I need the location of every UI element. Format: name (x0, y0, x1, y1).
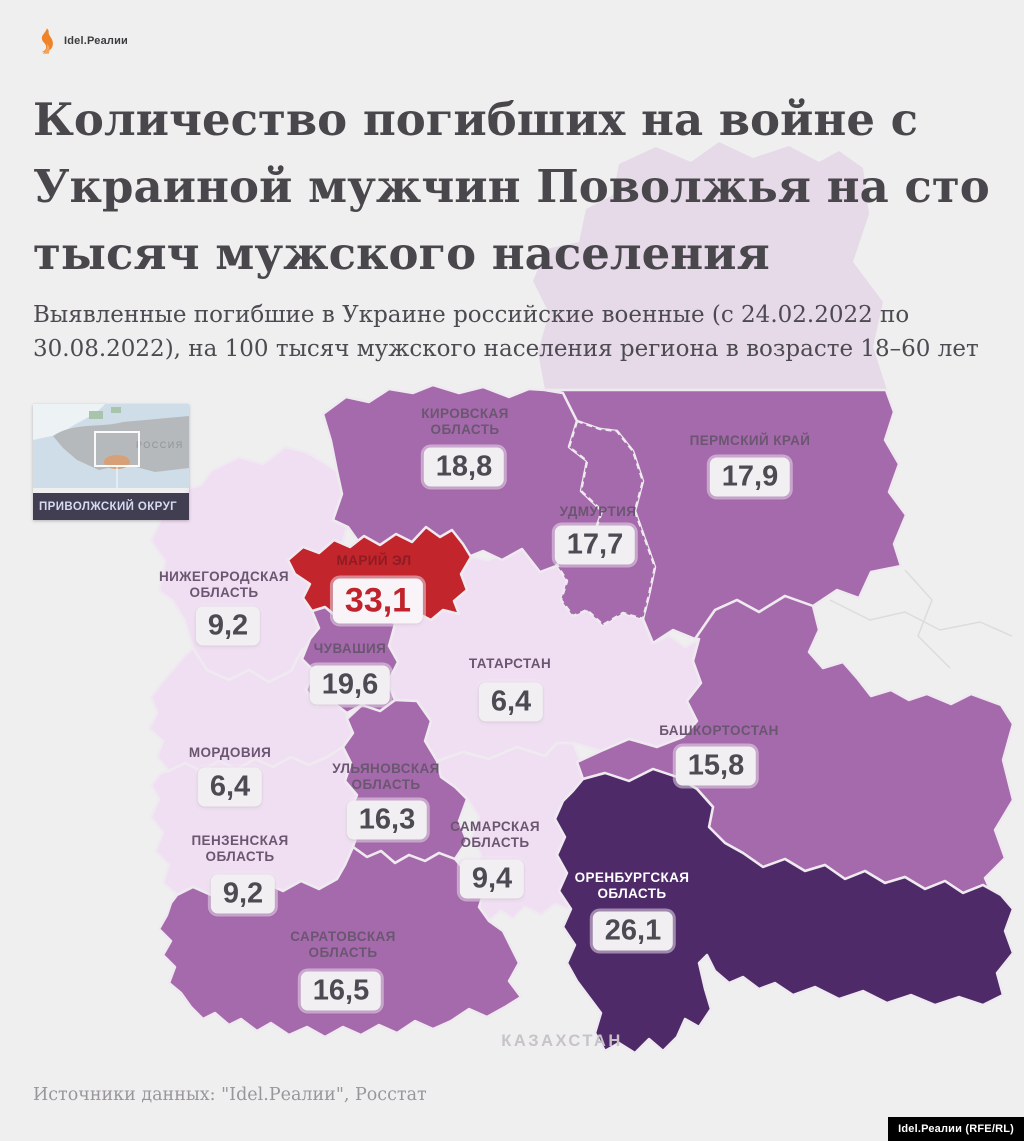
data-source-note: Источники данных: "Idel.Реалии", Росстат (33, 1085, 427, 1105)
region-label-kirov: КИРОВСКАЯ ОБЛАСТЬ (421, 406, 509, 437)
brand-logo[interactable]: Idel.Реалии (36, 27, 128, 55)
region-value-orenburg: 26,1 (592, 911, 674, 951)
region-value-mariel: 33,1 (332, 578, 424, 624)
region-label-mariel: МАРИЙ ЭЛ (336, 553, 412, 568)
region-label-chuvashia: ЧУВАШИЯ (313, 641, 387, 656)
subtitle-line-2: 30.08.2022), на 100 тысяч мужского насел… (33, 336, 979, 362)
title-line-1: Количество погибших на войне с (33, 93, 919, 146)
map-region-orenburgskaya (553, 767, 1015, 1055)
inset-caption-bar: ПРИВОЛЖСКИЙ ОКРУГ (33, 493, 189, 520)
map-neighbor-border-line (904, 569, 951, 669)
region-label-saratov: САРАТОВСКАЯ ОБЛАСТЬ (290, 929, 396, 960)
region-value-udmurtia: 17,7 (554, 525, 636, 565)
region-value-nizhny: 9,2 (195, 606, 261, 646)
neighbor-country-label: КАЗАХСТАН (501, 1032, 623, 1050)
title-line-3: тысяч мужского населения (33, 227, 770, 280)
map-region-samarskaya (435, 741, 593, 923)
subtitle-line-1: Выявленные погибшие в Украине российские… (33, 302, 910, 328)
russia-minimap: РОССИЯ (33, 404, 189, 488)
map-region-udmurtia (555, 419, 657, 627)
region-label-nizhny: НИЖЕГОРОДСКАЯ ОБЛАСТЬ (158, 569, 290, 600)
region-label-mordovia: МОРДОВИЯ (188, 745, 272, 760)
page-subtitle: Выявленные погибшие в Украине российские… (33, 298, 979, 366)
region-value-chuvashia: 19,6 (309, 665, 391, 705)
brand-name: Idel.Реалии (64, 35, 129, 47)
region-value-ulyanovsk: 16,3 (346, 800, 428, 840)
region-label-samara: САМАРСКАЯ ОБЛАСТЬ (450, 819, 540, 850)
locator-inset: РОССИЯ ПРИВОЛЖСКИЙ ОКРУГ (33, 404, 189, 520)
map-neighbor-border-line (829, 599, 1013, 637)
region-value-perm: 17,9 (709, 457, 791, 497)
region-value-tatarstan: 6,4 (478, 682, 544, 722)
region-label-perm: ПЕРМСКИЙ КРАЙ (689, 433, 811, 448)
page-title: Количество погибших на войне с Украиной … (33, 86, 990, 287)
region-value-saratov: 16,5 (300, 971, 382, 1011)
minimap-country-label: РОССИЯ (136, 440, 184, 450)
region-value-kirov: 18,8 (423, 447, 505, 487)
region-label-bashkortostan: БАШКОРТОСТАН (659, 723, 779, 738)
region-label-penza: ПЕНЗЕНСКАЯ ОБЛАСТЬ (191, 833, 289, 864)
inset-district-label: ПРИВОЛЖСКИЙ ОКРУГ (39, 500, 178, 513)
region-label-ulyanovsk: УЛЬЯНОВСКАЯ ОБЛАСТЬ (332, 761, 440, 792)
region-label-orenburg: ОРЕНБУРГСКАЯ ОБЛАСТЬ (574, 870, 690, 901)
map-region-faded-north (533, 142, 887, 390)
region-value-bashkortostan: 15,8 (675, 746, 757, 786)
region-value-samara: 9,4 (459, 859, 525, 899)
region-value-mordovia: 6,4 (197, 767, 263, 807)
region-value-penza: 9,2 (210, 874, 276, 914)
attribution-badge: Idel.Реалии (RFE/RL) (888, 1117, 1024, 1141)
flame-icon (41, 28, 53, 54)
attribution-text: Idel.Реалии (RFE/RL) (898, 1123, 1014, 1135)
region-label-tatarstan: ТАТАРСТАН (468, 656, 552, 671)
title-line-2: Украиной мужчин Поволжья на сто (33, 160, 990, 213)
region-label-udmurtia: УДМУРТИЯ (559, 504, 637, 519)
